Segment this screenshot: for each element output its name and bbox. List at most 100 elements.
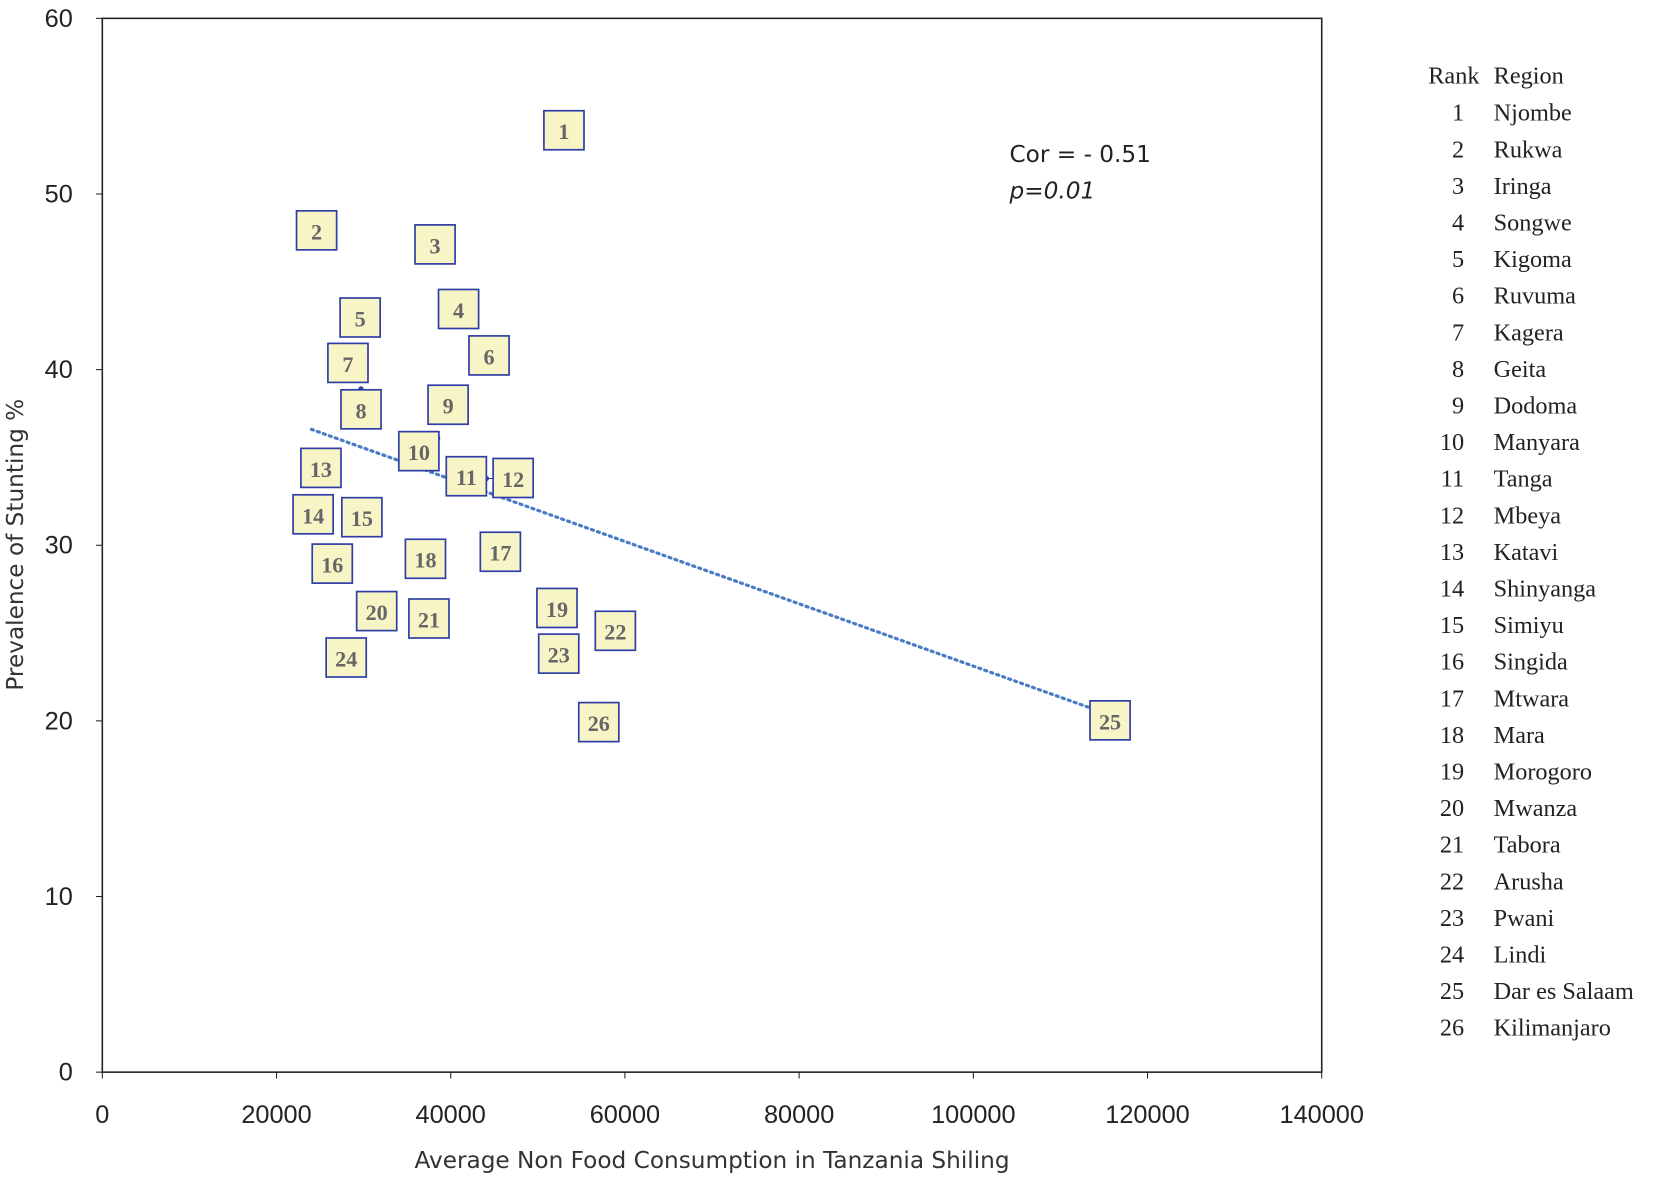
legend-entry: 3 Iringa xyxy=(1452,173,1552,200)
point-label: 6 xyxy=(484,344,495,369)
legend-entry: 15 Simiyu xyxy=(1440,612,1564,639)
point-marker xyxy=(445,455,488,497)
point-label: 12 xyxy=(502,467,524,492)
legend-rank: 17 xyxy=(1440,685,1464,712)
legend-rank: 6 xyxy=(1452,283,1464,310)
point-label: 22 xyxy=(604,620,626,645)
legend-entry: 4 Songwe xyxy=(1452,209,1572,236)
legend-rank: 5 xyxy=(1452,246,1464,273)
data-point-23: 23 xyxy=(537,633,580,674)
data-point-1: 1 xyxy=(543,109,585,151)
legend-entry: 5 Kigoma xyxy=(1452,246,1572,273)
legend-region: Manyara xyxy=(1494,429,1580,456)
legend-rank: 7 xyxy=(1452,319,1464,346)
legend-entry: 14 Shinyanga xyxy=(1440,576,1596,603)
legend-entry: 6 Ruvuma xyxy=(1452,283,1576,310)
x-tick-label: 60000 xyxy=(590,1101,660,1129)
legend-region: Morogoro xyxy=(1494,759,1592,786)
point-label: 19 xyxy=(546,597,568,622)
data-point-10: 10 xyxy=(397,430,440,472)
point-marker xyxy=(414,224,456,265)
point-label: 24 xyxy=(335,646,357,671)
legend-rank: 3 xyxy=(1452,173,1464,200)
point-marker xyxy=(1089,699,1131,741)
legend-rank: 23 xyxy=(1440,905,1464,932)
legend-rank: 25 xyxy=(1440,978,1464,1005)
legend-entry: 1 Njombe xyxy=(1452,100,1572,127)
y-tick-label: 50 xyxy=(45,180,73,208)
legend-entry: 25 Dar es Salaam xyxy=(1440,978,1634,1005)
data-point-6: 6 xyxy=(468,335,510,376)
data-point-26: 26 xyxy=(577,701,620,743)
legend-region: Mara xyxy=(1494,722,1545,749)
data-point-19: 19 xyxy=(536,587,578,629)
legend-region: Kilimanjaro xyxy=(1494,1015,1611,1042)
legend-region: Simiyu xyxy=(1494,612,1564,639)
legend-region: Shinyanga xyxy=(1494,576,1597,603)
data-point-25: 25 xyxy=(1089,699,1131,741)
legend-rank: 4 xyxy=(1452,209,1464,236)
point-marker xyxy=(340,496,383,538)
y-tick-label: 20 xyxy=(45,707,73,735)
y-tick-label: 60 xyxy=(45,5,73,33)
data-point-21: 21 xyxy=(408,598,450,639)
point-label: 23 xyxy=(548,643,570,668)
y-tick-label: 10 xyxy=(45,883,73,911)
data-point-24: 24 xyxy=(325,637,368,678)
point-label: 7 xyxy=(342,352,353,377)
point-marker xyxy=(492,457,535,499)
data-point-8: 8 xyxy=(340,388,382,430)
legend-region: Tanga xyxy=(1494,466,1553,493)
point-label: 4 xyxy=(453,298,464,323)
legend-entry: 12 Mbeya xyxy=(1440,502,1561,529)
legend-entry: 8 Geita xyxy=(1452,356,1546,383)
legend-entry: 16 Singida xyxy=(1440,649,1568,676)
legend-region: Ruvuma xyxy=(1494,283,1576,310)
point-marker xyxy=(543,109,585,151)
data-point-20: 20 xyxy=(355,590,398,632)
point-marker xyxy=(300,447,342,489)
legend-rank: 11 xyxy=(1441,466,1464,493)
legend-region: Njombe xyxy=(1494,100,1572,127)
legend-rank: 13 xyxy=(1440,539,1464,566)
legend-rank: 14 xyxy=(1440,576,1464,603)
point-marker xyxy=(340,388,382,430)
legend-rank: 19 xyxy=(1440,759,1464,786)
point-label: 15 xyxy=(351,506,373,531)
legend-entry: 24 Lindi xyxy=(1440,942,1547,969)
legend-header-region: Region xyxy=(1494,63,1564,90)
legend-region: Kagera xyxy=(1494,319,1564,346)
point-marker xyxy=(355,590,398,632)
legend-rank: 15 xyxy=(1440,612,1464,639)
point-marker xyxy=(292,493,334,535)
point-label: 13 xyxy=(310,457,332,482)
point-label: 1 xyxy=(558,119,569,144)
point-marker xyxy=(468,335,510,376)
point-label: 18 xyxy=(414,548,436,573)
legend-region: Iringa xyxy=(1494,173,1552,200)
legend-entry: 19 Morogoro xyxy=(1440,759,1592,786)
p-value-annotation: p=0.01 xyxy=(1008,178,1095,205)
legend-entry: 20 Mwanza xyxy=(1440,795,1578,822)
legend-region: Mwanza xyxy=(1494,795,1578,822)
legend-region: Arusha xyxy=(1494,868,1564,895)
legend-entry: 9 Dodoma xyxy=(1452,393,1577,420)
x-tick-label: 0 xyxy=(95,1101,109,1129)
point-label: 26 xyxy=(588,711,610,736)
legend-region: Kigoma xyxy=(1494,246,1572,273)
correlation-annotation: Cor = - 0.51 xyxy=(1009,141,1150,168)
x-tick-label: 100000 xyxy=(931,1101,1015,1129)
x-tick-label: 20000 xyxy=(241,1101,311,1129)
legend-region: Mtwara xyxy=(1494,685,1570,712)
legend-entry: 13 Katavi xyxy=(1440,539,1559,566)
x-tick-label: 120000 xyxy=(1105,1101,1189,1129)
legend-region: Geita xyxy=(1494,356,1547,383)
point-label: 20 xyxy=(366,600,388,625)
x-tick-label: 140000 xyxy=(1280,1101,1364,1129)
data-point-17: 17 xyxy=(479,531,522,573)
point-label: 21 xyxy=(418,607,440,632)
legend-entry: 26 Kilimanjaro xyxy=(1440,1015,1611,1042)
legend-region: Singida xyxy=(1494,649,1568,676)
legend-rank: 9 xyxy=(1452,393,1464,420)
